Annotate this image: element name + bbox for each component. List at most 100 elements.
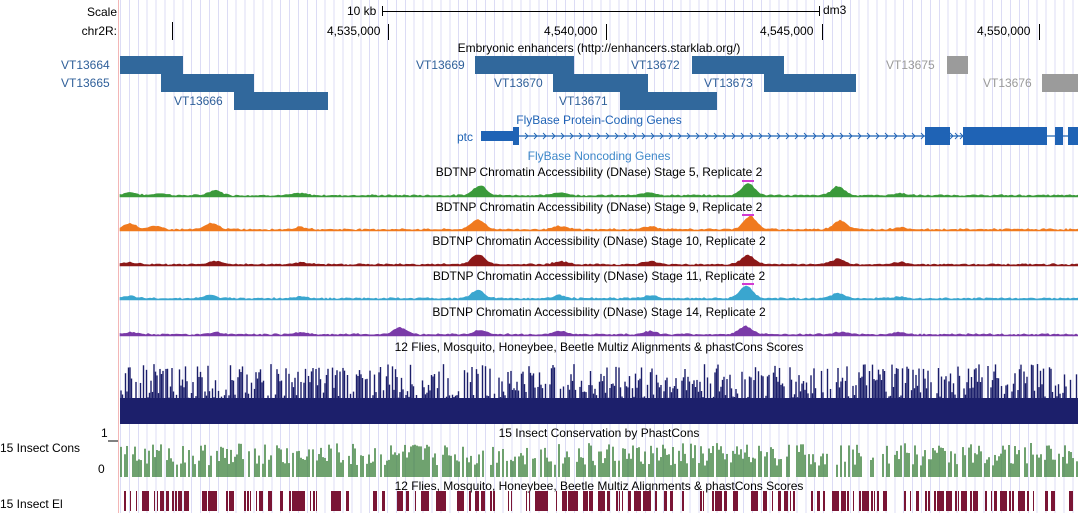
enhancer-feature[interactable] [475,56,574,74]
conserved-element [859,491,861,511]
conserved-element [208,491,212,511]
enhancer-label[interactable]: VT13669 [416,58,465,72]
strand-arrow [920,132,925,140]
enhancer-feature[interactable] [120,56,183,74]
ruler-tick [388,24,389,40]
conserved-element [259,491,262,511]
elements-track-title[interactable]: 12 Flies, Mosquito, Honeybee, Beetle Mul… [394,479,804,493]
conserved-element [406,491,409,511]
conserved-element [703,491,704,511]
conservation-track-label[interactable]: 15 Insect Cons [0,441,81,455]
strand-arrow [803,132,808,140]
dnase-signal [119,183,1078,198]
conserved-element [316,491,317,511]
conserved-element [718,491,722,511]
enhancer-label[interactable]: VT13670 [494,76,543,90]
dnase-track-title[interactable]: BDTNP Chromatin Accessibility (DNase) St… [435,165,763,179]
conserved-element [436,491,439,511]
conserved-element [562,491,565,511]
conserved-element [712,491,714,511]
conserved-element [202,491,206,511]
elements-track-label[interactable]: 15 Insect El [0,497,63,511]
conserved-element [262,491,263,511]
conserved-element [292,491,295,511]
dnase-track-title[interactable]: BDTNP Chromatin Accessibility (DNase) St… [432,234,766,248]
enhancer-label[interactable]: VT13673 [704,76,753,90]
conserved-element [940,491,944,511]
strand-arrow [740,132,745,140]
conserved-element [424,491,427,511]
conserved-element [763,491,767,511]
enhancer-label[interactable]: VT13664 [61,58,110,72]
strand-arrow [794,132,799,140]
signal-clip-marker [742,180,754,182]
conserved-element [538,491,542,511]
protein-coding-track-title[interactable]: FlyBase Protein-Coding Genes [516,113,682,127]
enhancer-label[interactable]: VT13672 [631,58,680,72]
conserved-element [1021,491,1025,511]
strand-arrow [596,132,601,140]
enhancer-feature[interactable] [234,92,328,110]
conserved-element [910,491,911,511]
dnase-track-title[interactable]: BDTNP Chromatin Accessibility (DNase) St… [432,269,766,283]
enhancer-feature[interactable] [947,56,968,74]
conserved-element [124,491,126,511]
conserved-element [232,491,234,511]
conserved-element [268,491,272,511]
enhancer-track-title[interactable]: Embryonic enhancers (http://enhancers.st… [457,41,741,55]
conserved-element [928,491,930,511]
enhancer-feature[interactable] [553,74,648,92]
conserved-element [628,491,631,511]
strand-arrow [857,132,862,140]
enhancer-feature[interactable] [161,74,254,92]
conserved-element [547,491,548,511]
scale-bar-right [819,6,820,16]
ruler-position: 4,550,000 [977,24,1031,38]
strand-arrow [902,132,907,140]
enhancer-label[interactable]: VT13666 [174,94,223,108]
conserved-element [529,491,530,511]
conserved-element [598,491,601,511]
conservation-track-title[interactable]: 15 Insect Conservation by PhastCons [498,426,700,440]
ruler-tick [1039,24,1040,40]
conserved-element [178,491,181,511]
enhancer-feature[interactable] [1042,74,1078,92]
enhancer-label[interactable]: VT13676 [983,76,1032,90]
enhancer-feature[interactable] [692,56,784,74]
gene-label[interactable]: ptc [457,130,474,144]
strand-arrow [524,132,529,140]
scale-bar [382,11,819,12]
conserved-element [736,491,738,511]
conserved-element [172,491,174,511]
dnase-track-title[interactable]: BDTNP Chromatin Accessibility (DNase) St… [435,200,763,214]
conserved-element [298,491,301,511]
conserved-element [490,491,492,511]
ptc-gene-model[interactable] [0,0,1078,160]
strand-arrow [830,132,835,140]
conserved-element [382,491,385,511]
enhancer-feature[interactable] [620,92,717,110]
strand-arrow [949,132,954,140]
conserved-element [772,491,773,511]
dnase-track-title[interactable]: BDTNP Chromatin Accessibility (DNase) St… [432,305,766,319]
conserved-element [256,491,257,511]
strand-arrow [605,132,610,140]
dnase-signal [119,254,1078,267]
strand-arrow [884,132,889,140]
noncoding-track-title[interactable]: FlyBase Noncoding Genes [527,149,671,163]
strand-arrow [542,132,547,140]
conserved-element [1018,491,1022,511]
conserved-element [823,491,825,511]
conserved-element [721,491,722,511]
strand-arrow [587,132,592,140]
enhancer-feature[interactable] [764,74,856,92]
enhancer-label[interactable]: VT13671 [559,94,608,108]
multiz-track-title[interactable]: 12 Flies, Mosquito, Honeybee, Beetle Mul… [394,340,804,354]
conserved-element [844,491,846,511]
enhancer-label[interactable]: VT13675 [886,58,935,72]
enhancer-label[interactable]: VT13665 [61,76,110,90]
conserved-element [187,491,189,511]
ruler-tick [822,24,823,40]
conserved-element [874,491,875,511]
